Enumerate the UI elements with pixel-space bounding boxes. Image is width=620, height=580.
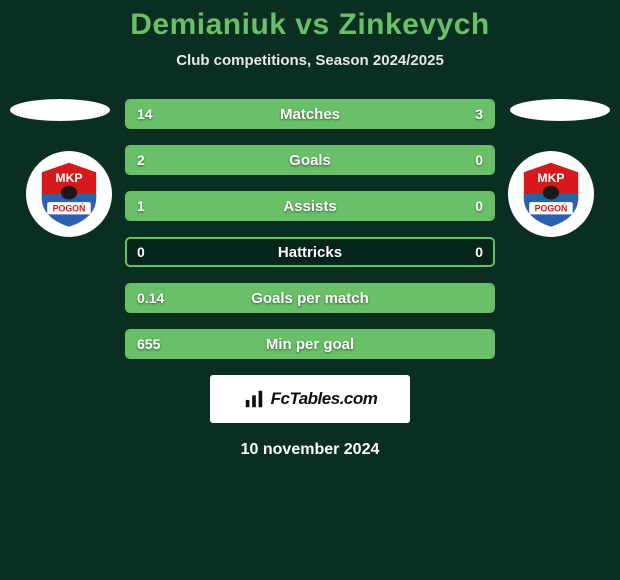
- stat-row: 143Matches: [125, 99, 495, 129]
- club-logo-right-svg: MKP POGOŃ: [517, 160, 585, 228]
- club-logo-right: MKP POGOŃ: [508, 151, 594, 237]
- player-right-ellipse: [510, 99, 610, 121]
- stat-row: 00Hattricks: [125, 237, 495, 267]
- fctables-text: FcTables.com: [271, 389, 378, 409]
- player-left-ellipse: [10, 99, 110, 121]
- main-area: MKP POGOŃ MKP POGOŃ 143Matches 20Goals 10A…: [0, 99, 620, 459]
- page-title: Demianiuk vs Zinkevych: [0, 8, 620, 42]
- stat-label: Hattricks: [127, 239, 493, 265]
- stat-row: 0.14Goals per match: [125, 283, 495, 313]
- stat-label: Matches: [127, 101, 493, 127]
- club-logo-text-top: MKP: [537, 171, 564, 185]
- subtitle: Club competitions, Season 2024/2025: [0, 52, 620, 69]
- stat-row: 655Min per goal: [125, 329, 495, 359]
- club-logo-left: MKP POGOŃ: [26, 151, 112, 237]
- chart-icon: [243, 388, 265, 410]
- fctables-logo: FcTables.com: [210, 375, 410, 423]
- stat-label: Min per goal: [127, 331, 493, 357]
- stat-row: 10Assists: [125, 191, 495, 221]
- club-logo-text-bottom: POGOŃ: [535, 204, 568, 214]
- club-logo-left-svg: MKP POGOŃ: [35, 160, 103, 228]
- stat-label: Goals: [127, 147, 493, 173]
- stat-label: Goals per match: [127, 285, 493, 311]
- club-logo-text-top: MKP: [55, 171, 82, 185]
- stat-bars: 143Matches 20Goals 10Assists 00Hattricks 0.1…: [125, 99, 495, 359]
- comparison-infographic: Demianiuk vs Zinkevych Club competitions…: [0, 0, 620, 459]
- stat-label: Assists: [127, 193, 493, 219]
- date-label: 10 november 2024: [0, 441, 620, 459]
- stat-row: 20Goals: [125, 145, 495, 175]
- club-logo-text-bottom: POGOŃ: [53, 204, 86, 214]
